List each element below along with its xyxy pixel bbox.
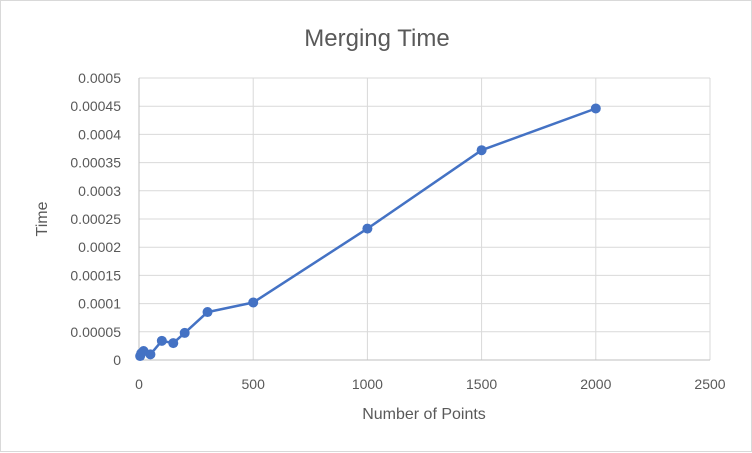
y-axis-label: Time [34,201,51,236]
x-tick-label: 2000 [580,376,611,392]
y-tick-label: 0.0003 [78,183,121,199]
ticks-layer: 0 0.00005 0.0001 0.00015 0.0002 0.00025 0.0003… [70,70,725,392]
y-tick-label: 0.00045 [70,98,121,114]
y-tick-label: 0.0004 [78,126,121,142]
x-tick-label: 0 [135,376,143,392]
y-tick-label: 0.00015 [70,267,121,283]
y-tick-label: 0.0001 [78,296,121,312]
x-tick-label: 1000 [352,376,383,392]
grid-layer [139,77,711,360]
x-tick-label: 500 [242,376,266,392]
x-tick-label: 2500 [694,376,725,392]
y-tick-label: 0 [113,352,121,368]
x-axis-label: Number of Points [362,406,486,423]
series-layer [135,103,601,362]
data-point [145,349,156,360]
y-tick-label: 0.00005 [70,324,121,340]
y-tick-label: 0.00025 [70,211,121,227]
y-tick-label: 0.0002 [78,239,121,255]
data-point [168,338,179,349]
x-tick-label: 1500 [466,376,497,392]
data-point [248,297,259,308]
data-point [590,103,601,114]
y-tick-label: 0.0005 [78,70,121,86]
data-point [156,335,167,346]
data-point [362,223,373,234]
y-tick-label: 0.00035 [70,155,121,171]
data-point [476,145,487,156]
data-point [202,307,213,318]
data-point [179,327,190,338]
axis-layer [138,78,710,361]
chart-title: Merging Time [304,25,449,52]
